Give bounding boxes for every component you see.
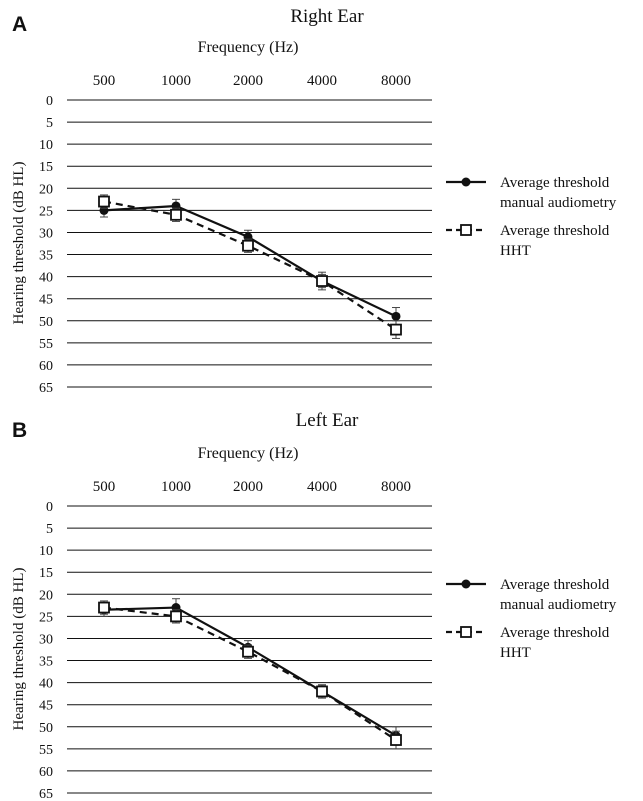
y-tick-label: 60: [39, 765, 53, 780]
chart-title: Right Ear: [290, 6, 364, 27]
legend-marker: [461, 177, 471, 187]
data-point: [170, 208, 182, 221]
x-tick-label: 1000: [161, 479, 191, 495]
y-tick-label: 55: [39, 337, 53, 352]
y-axis-label: Hearing threshold (dB HL): [11, 162, 27, 325]
y-tick-label: 0: [46, 94, 53, 109]
x-tick-label: 1000: [161, 73, 191, 89]
y-tick-label: 40: [39, 271, 53, 286]
y-tick-label: 45: [39, 293, 53, 308]
data-point: [98, 601, 110, 614]
y-axis-label: Hearing threshold (dB HL): [11, 568, 27, 731]
y-tick-label: 10: [39, 138, 53, 153]
y-tick-label: 20: [39, 182, 53, 197]
y-tick-label: 30: [39, 226, 53, 241]
legend-label: HHT: [500, 243, 531, 259]
series-line: [103, 606, 397, 737]
data-point: [316, 685, 328, 698]
legend: Average threshold manual audiometry Averag…: [446, 175, 617, 259]
y-tick-label: 45: [39, 699, 53, 714]
y-tick-label: 15: [39, 566, 53, 581]
series-manual-audiometry: [99, 598, 401, 745]
y-tick-label: 30: [39, 632, 53, 647]
y-tick-label: 10: [39, 544, 53, 559]
x-axis-label: Frequency (Hz): [198, 39, 299, 56]
y-tick-label: 65: [39, 381, 53, 396]
y-tick-label: 15: [39, 160, 53, 175]
series-hht: [98, 600, 402, 750]
legend-marker: [461, 579, 471, 589]
data-point: [390, 323, 402, 336]
y-tick-label: 0: [46, 500, 53, 515]
data-point: [242, 645, 254, 658]
y-tick-label: 60: [39, 359, 53, 374]
data-point: [390, 734, 402, 746]
legend-label: Average threshold: [500, 625, 610, 641]
series-line: [103, 200, 397, 331]
data-point: [170, 610, 182, 623]
legend: Average threshold manual audiometry Averag…: [446, 577, 617, 661]
x-tick-label: 2000: [233, 479, 263, 495]
x-tick-label: 4000: [307, 479, 337, 495]
series-hht: [98, 194, 402, 339]
legend-label: manual audiometry: [500, 195, 617, 211]
y-tick-label: 5: [46, 522, 53, 537]
x-tick-label: 500: [93, 73, 116, 89]
series-manual-audiometry: [99, 198, 401, 326]
y-tick-label: 25: [39, 610, 53, 625]
y-tick-label: 25: [39, 204, 53, 219]
series-line: [103, 606, 397, 741]
y-tick-label: 20: [39, 588, 53, 603]
x-tick-label: 8000: [381, 73, 411, 89]
legend-label: Average threshold: [500, 577, 610, 593]
x-tick-label: 8000: [381, 479, 411, 495]
legend-label: Average threshold: [500, 223, 610, 239]
panel-letter: A: [12, 13, 27, 36]
legend-label: manual audiometry: [500, 597, 617, 613]
y-tick-label: 5: [46, 116, 53, 131]
y-tick-label: 35: [39, 655, 53, 670]
y-tick-label: 40: [39, 677, 53, 692]
x-tick-label: 2000: [233, 73, 263, 89]
data-point: [316, 275, 328, 287]
data-point: [242, 239, 254, 252]
x-tick-label: 4000: [307, 73, 337, 89]
data-point: [391, 311, 401, 321]
panel-letter: B: [12, 419, 27, 442]
data-point: [98, 195, 110, 208]
legend-marker: [460, 626, 472, 638]
y-tick-label: 35: [39, 249, 53, 264]
x-tick-label: 500: [93, 479, 116, 495]
legend-label: Average threshold: [500, 175, 610, 191]
chart-title: Left Ear: [296, 410, 359, 431]
legend-label: HHT: [500, 645, 531, 661]
y-tick-label: 55: [39, 743, 53, 758]
legend-marker: [460, 224, 472, 236]
x-axis-label: Frequency (Hz): [198, 445, 299, 462]
y-tick-label: 50: [39, 315, 53, 330]
y-tick-label: 50: [39, 721, 53, 736]
y-tick-label: 65: [39, 787, 53, 801]
